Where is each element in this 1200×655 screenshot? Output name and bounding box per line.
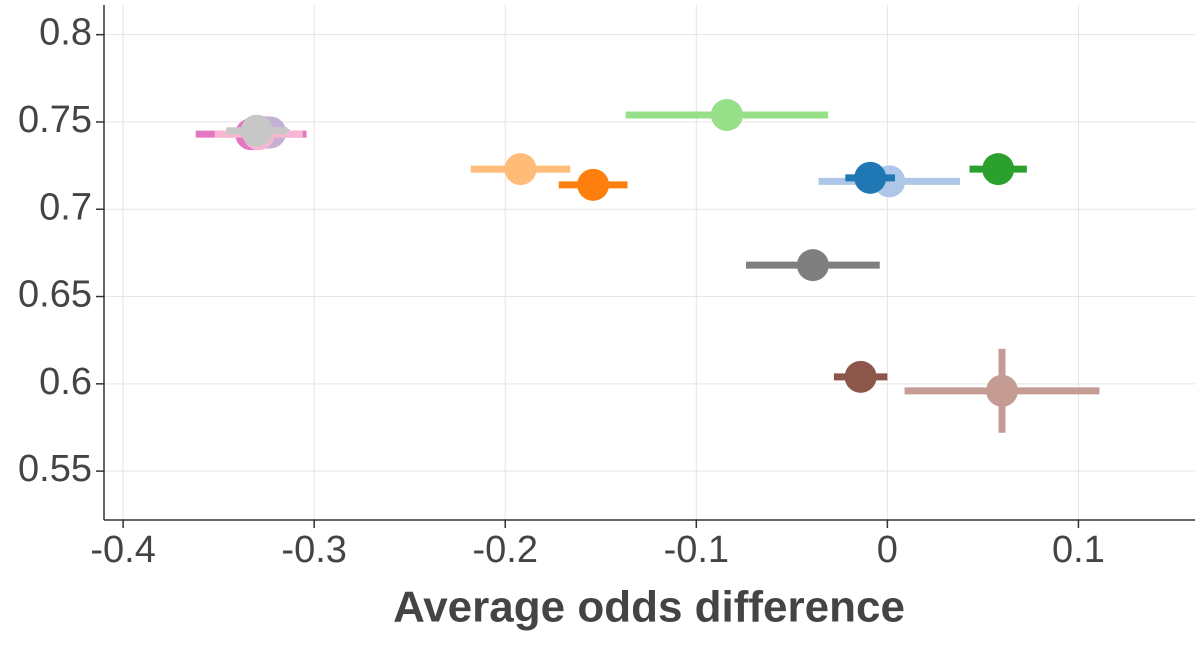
point bbox=[796, 249, 829, 282]
point bbox=[240, 114, 273, 147]
y-tick-label: 0.8 bbox=[39, 12, 92, 54]
y-tick-label: 0.6 bbox=[39, 361, 92, 403]
y-tick-label: 0.75 bbox=[18, 99, 92, 141]
point bbox=[710, 98, 743, 131]
x-tick-label: -0.2 bbox=[473, 529, 538, 571]
point bbox=[854, 161, 887, 194]
x-tick-label: 0.1 bbox=[1052, 529, 1105, 571]
point bbox=[504, 153, 537, 186]
point bbox=[986, 374, 1019, 407]
y-tick-label: 0.65 bbox=[18, 274, 92, 316]
point bbox=[844, 360, 877, 393]
x-tick-label: 0 bbox=[877, 529, 898, 571]
y-tick-label: 0.7 bbox=[39, 186, 92, 228]
y-tick-label: 0.55 bbox=[18, 448, 92, 490]
x-tick-label: -0.3 bbox=[281, 529, 346, 571]
point bbox=[577, 168, 610, 201]
x-tick-label: -0.4 bbox=[90, 529, 155, 571]
point bbox=[982, 153, 1015, 186]
x-axis-label: Average odds difference bbox=[393, 583, 905, 632]
x-tick-label: -0.1 bbox=[664, 529, 729, 571]
